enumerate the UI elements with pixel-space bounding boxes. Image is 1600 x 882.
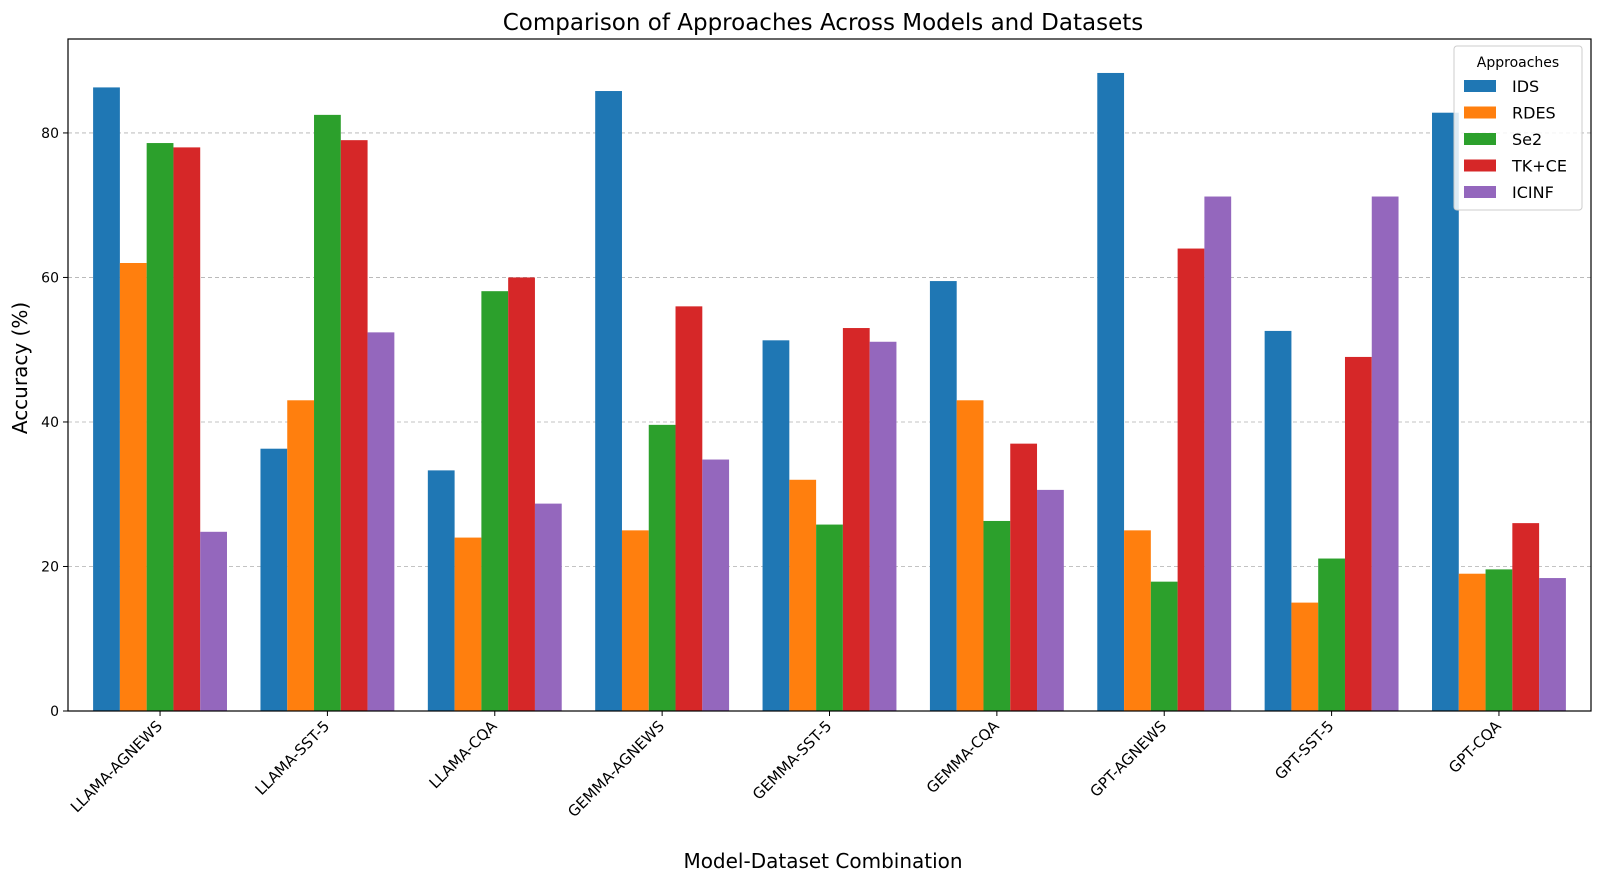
bar-ids-gpt-agnews: [1097, 72, 1125, 711]
chart-title: Comparison of Approaches Across Models a…: [503, 10, 1143, 36]
bar-icinf-gpt-cqa: [1539, 578, 1566, 711]
y-tick-label: 80: [41, 126, 59, 142]
legend-label: IDS: [1512, 77, 1539, 96]
bar-tk-ce-gpt-agnews: [1177, 248, 1205, 711]
x-axis-label: Model-Dataset Combination: [683, 849, 962, 873]
legend-label: TK+CE: [1511, 157, 1567, 176]
bar-ids-llama-sst-5: [260, 448, 288, 711]
bar-se2-gpt-sst-5: [1318, 558, 1345, 711]
bar-icinf-llama-sst-5: [367, 332, 395, 711]
bar-icinf-llama-agnews: [200, 531, 227, 711]
y-axis-label: Accuracy (%): [8, 302, 32, 434]
bar-icinf-llama-cqa: [534, 503, 562, 711]
bar-se2-llama-cqa: [481, 291, 509, 711]
legend: Approaches IDS RDES Se2 TK+CE ICINF: [1453, 45, 1583, 211]
bar-rdes-gemma-sst-5: [789, 479, 817, 711]
bar-ids-llama-agnews: [93, 87, 120, 711]
bar-se2-gemma-sst-5: [816, 524, 843, 711]
legend-swatch: [1464, 80, 1496, 92]
bar-ids-gemma-sst-5: [762, 340, 790, 711]
bar-tk-ce-llama-sst-5: [340, 140, 368, 712]
y-tick-label: 20: [41, 559, 59, 575]
legend-label: Se2: [1512, 130, 1542, 149]
legend-swatch: [1464, 186, 1496, 198]
bar-ids-gpt-sst-5: [1264, 330, 1292, 711]
legend-label: ICINF: [1512, 183, 1554, 202]
bar-ids-gemma-agnews: [595, 91, 622, 711]
bar-tk-ce-gemma-agnews: [675, 306, 703, 711]
bar-tk-ce-gemma-cqa: [1010, 443, 1038, 711]
legend-label: RDES: [1512, 104, 1556, 123]
bar-tk-ce-llama-agnews: [173, 147, 201, 712]
bar-se2-llama-sst-5: [314, 114, 341, 711]
bar-tk-ce-gpt-sst-5: [1344, 356, 1372, 711]
legend-title: Approaches: [1477, 55, 1559, 71]
legend-swatch: [1464, 106, 1496, 119]
bar-icinf-gpt-agnews: [1204, 196, 1232, 711]
bar-rdes-gpt-cqa: [1458, 573, 1486, 711]
bar-rdes-gpt-sst-5: [1291, 602, 1319, 711]
bar-tk-ce-llama-cqa: [508, 277, 535, 711]
bar-se2-gemma-agnews: [648, 424, 676, 711]
bar-se2-llama-agnews: [146, 143, 174, 711]
bar-rdes-gemma-cqa: [956, 400, 984, 711]
bar-ids-gemma-cqa: [929, 281, 957, 711]
y-tick-label: 40: [41, 415, 59, 431]
legend-swatch: [1464, 133, 1496, 145]
bar-rdes-llama-sst-5: [287, 400, 315, 711]
y-tick-label: 0: [50, 704, 59, 720]
bar-icinf-gemma-sst-5: [869, 341, 897, 711]
legend-swatch: [1464, 159, 1496, 172]
bar-ids-llama-cqa: [427, 470, 455, 711]
bar-rdes-gemma-agnews: [621, 530, 649, 711]
bar-se2-gpt-agnews: [1150, 581, 1178, 711]
bar-se2-gemma-cqa: [983, 520, 1011, 711]
bar-rdes-llama-cqa: [454, 537, 482, 711]
bar-tk-ce-gemma-sst-5: [842, 328, 870, 711]
bar-rdes-gpt-agnews: [1124, 530, 1151, 711]
bar-icinf-gemma-cqa: [1037, 489, 1064, 711]
bar-icinf-gemma-agnews: [702, 459, 730, 711]
bars-layer: [93, 72, 1566, 712]
bar-se2-gpt-cqa: [1485, 569, 1513, 711]
bar-ids-gpt-cqa: [1432, 112, 1459, 711]
y-tick-label: 60: [41, 270, 59, 286]
bar-tk-ce-gpt-cqa: [1512, 523, 1540, 711]
bar-icinf-gpt-sst-5: [1371, 196, 1399, 711]
bar-rdes-llama-agnews: [119, 263, 147, 711]
